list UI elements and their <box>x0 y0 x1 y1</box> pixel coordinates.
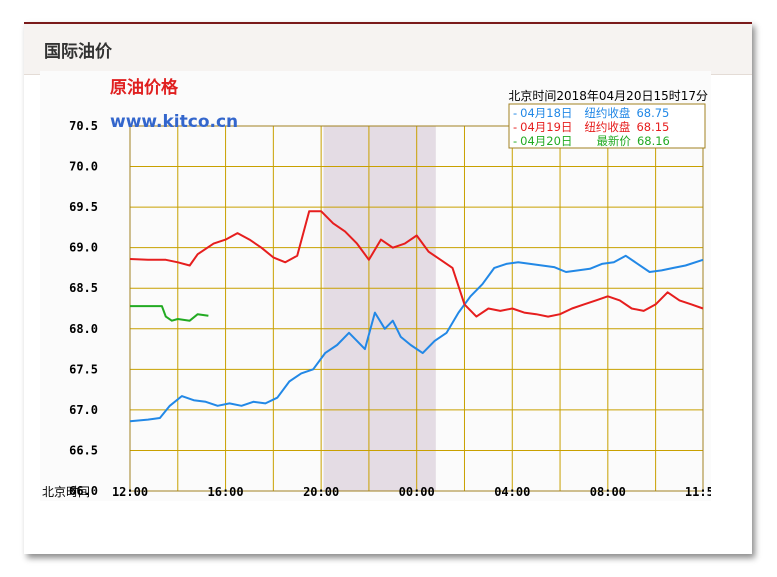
legend-entry-2-value: 68.15 <box>636 120 669 134</box>
oil-price-chart: 70.5 70.0 69.5 69.0 68.5 68.0 67.5 67.0 66.5 66.0… <box>40 71 711 501</box>
y-tick-label: 67.5 <box>69 362 98 376</box>
series-line-2 <box>129 210 704 318</box>
legend-box <box>508 103 706 149</box>
legend-entry-1: -04月18日 纽约收盘 68.75 <box>513 106 669 120</box>
x-tick-label: 08:00 <box>590 485 626 499</box>
y-tick-label: 69.5 <box>69 200 98 214</box>
legend-entry-3-date: 04月20日 <box>520 134 572 148</box>
legend-entry-2-date: 04月19日 <box>520 120 572 134</box>
x-tick-label: 16:00 <box>208 485 244 499</box>
legend-entry-1-label: 纽约收盘 <box>584 106 630 120</box>
legend-entry-2-label: 纽约收盘 <box>584 120 630 134</box>
series-lines <box>129 210 704 423</box>
y-tick-label: 67.0 <box>69 403 98 417</box>
series-line-1 <box>129 254 704 423</box>
legend-entry-2: -04月19日 纽约收盘 68.15 <box>513 120 669 134</box>
timestamp: 北京时间2018年04月20日15时17分 <box>508 89 708 103</box>
y-tick-label: 69.0 <box>69 241 98 255</box>
shaded-span <box>323 126 436 491</box>
panel-title: 国际油价 <box>44 41 112 62</box>
legend-entry-3-label: 最新价 <box>596 134 631 148</box>
legend-entry-3-value: 68.16 <box>637 134 670 148</box>
x-tick-label: 00:00 <box>399 485 435 499</box>
y-tick-label: 70.0 <box>69 160 98 174</box>
x-tick-label: 04:00 <box>494 485 530 499</box>
x-tick-label: 20:00 <box>303 485 339 499</box>
y-axis: 70.5 70.0 69.5 69.0 68.5 68.0 67.5 67.0 66.5 66.0 <box>69 119 98 498</box>
series-line-3 <box>130 305 209 322</box>
y-tick-label: 70.5 <box>69 119 98 133</box>
legend-entry-1-value: 68.75 <box>636 106 669 120</box>
x-tick-label: 12:00 <box>112 485 148 499</box>
watermark: www.kitco.cn <box>110 112 238 132</box>
y-tick-label: 68.5 <box>69 281 98 295</box>
chart-title: 原油价格 <box>110 77 179 98</box>
y-tick-label: 66.5 <box>69 443 98 457</box>
legend: -04月18日 纽约收盘 68.75 -04月19日 纽约收盘 68.15 -04月20… <box>508 103 706 149</box>
x-tick-label: 11:59 <box>685 485 711 499</box>
y-tick-label: 66.0 <box>69 484 98 498</box>
panel-header: 国际油价 <box>24 24 752 75</box>
x-axis: 12:00 16:00 20:00 00:00 04:00 08:00 11:59 <box>112 485 711 499</box>
y-tick-label: 68.0 <box>69 322 98 336</box>
legend-entry-3: -04月20日 最新价 68.16 <box>513 134 670 148</box>
x-axis-label: 北京时间 <box>42 485 90 499</box>
legend-entry-1-date: 04月18日 <box>520 106 572 120</box>
